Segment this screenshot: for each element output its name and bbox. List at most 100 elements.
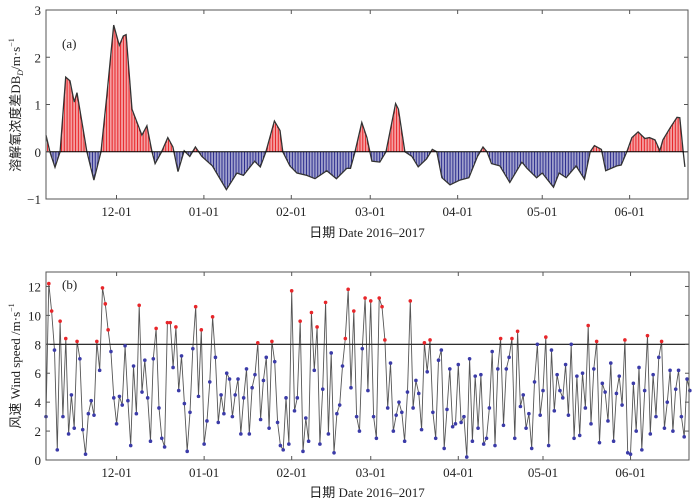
wind-point-above-threshold xyxy=(343,336,348,341)
wind-point-above-threshold xyxy=(659,339,664,344)
wind-point xyxy=(123,343,127,348)
wind-point-above-threshold xyxy=(270,339,274,344)
wind-point-above-threshold xyxy=(63,336,68,341)
wind-point xyxy=(603,390,607,394)
wind-point xyxy=(114,422,119,426)
wind-point xyxy=(196,394,201,399)
panel-a-xlabel: 日期 Date 2016–2017 xyxy=(309,225,425,240)
wind-point xyxy=(405,390,410,394)
wind-point xyxy=(349,385,353,390)
panel-a-ticks: 3 2 1 0 −1 12-01 01-01 02-01 03-01 04-01 05-01 06-0… xyxy=(27,3,688,219)
wind-point xyxy=(560,396,565,400)
y-tick-label: 12 xyxy=(28,279,41,294)
wind-point xyxy=(162,445,167,449)
wind-point xyxy=(284,396,288,400)
wind-point-above-threshold xyxy=(515,329,520,334)
wind-point xyxy=(227,377,232,381)
wind-point xyxy=(512,436,517,441)
wind-point xyxy=(267,426,271,430)
wind-point xyxy=(366,388,370,393)
wind-point xyxy=(244,367,249,371)
wind-point xyxy=(456,362,461,367)
wind-point-above-threshold xyxy=(47,281,51,286)
wind-point xyxy=(394,413,398,417)
wind-point-above-threshold xyxy=(363,296,367,300)
wind-point xyxy=(171,365,175,370)
wind-point-above-threshold xyxy=(380,304,384,309)
wind-point xyxy=(239,432,243,436)
x-tick-label: 12-01 xyxy=(101,204,131,219)
wind-point xyxy=(617,374,622,378)
wind-point xyxy=(611,439,616,444)
wind-point xyxy=(179,354,184,358)
wind-point xyxy=(318,442,322,446)
wind-point xyxy=(654,414,658,419)
wind-point xyxy=(642,388,647,393)
wind-point-above-threshold xyxy=(298,319,302,323)
wind-point xyxy=(476,426,480,430)
wind-point xyxy=(69,393,74,397)
wind-point-above-threshold xyxy=(193,304,198,309)
wind-point xyxy=(411,406,415,410)
wind-point-above-threshold xyxy=(100,286,105,290)
wind-point xyxy=(496,367,500,371)
wind-point xyxy=(250,385,254,390)
ylabel-main: 风速 Wind speed /m·s xyxy=(8,312,23,429)
wind-point xyxy=(546,443,551,448)
wind-point xyxy=(253,372,257,377)
panel-b-ylabel: 风速 Wind speed /m·s−1 xyxy=(7,303,23,428)
wind-point xyxy=(439,348,444,352)
wind-point xyxy=(92,413,96,417)
x-tick-label: 03-01 xyxy=(355,204,385,219)
wind-point-above-threshold xyxy=(49,309,54,313)
panel-b-points xyxy=(44,281,692,459)
wind-point xyxy=(120,403,125,407)
wind-point xyxy=(679,414,684,419)
wind-point xyxy=(301,449,305,454)
wind-point xyxy=(552,409,557,413)
wind-point xyxy=(332,450,336,455)
wind-point xyxy=(109,349,113,354)
wind-point xyxy=(388,361,393,365)
panel-a-curve xyxy=(45,24,686,191)
wind-point xyxy=(55,448,60,452)
wind-point xyxy=(182,401,187,406)
wind-point xyxy=(337,403,342,407)
wind-point xyxy=(281,448,286,452)
wind-point xyxy=(425,369,430,374)
wind-point-above-threshold xyxy=(103,302,108,306)
wind-point xyxy=(529,446,534,451)
wind-point xyxy=(572,436,576,441)
y-tick-label: 2 xyxy=(35,424,42,439)
wind-point xyxy=(233,393,238,397)
wind-point xyxy=(620,403,624,407)
x-tick-label: 04-01 xyxy=(442,204,472,219)
wind-point xyxy=(592,367,596,371)
wind-point xyxy=(188,410,192,415)
wind-point xyxy=(479,372,483,377)
wind-point xyxy=(682,435,686,439)
wind-point xyxy=(634,429,638,433)
wind-point xyxy=(490,349,494,354)
wind-point xyxy=(148,439,153,444)
wind-point xyxy=(445,407,449,412)
panel-b-wind-speed: 0 2 4 6 8 10 12 12-01 01-01 02-01 03-01 04-01 05-01 0… xyxy=(7,271,692,500)
wind-point-above-threshold xyxy=(168,320,173,325)
wind-point xyxy=(535,342,540,347)
wind-point xyxy=(111,396,116,400)
x-tick-label: 03-01 xyxy=(356,465,386,480)
wind-point xyxy=(580,371,585,376)
wind-point xyxy=(563,362,568,367)
wind-point xyxy=(501,423,506,428)
wind-point xyxy=(117,394,122,399)
wind-point xyxy=(374,436,379,441)
wind-point xyxy=(527,411,531,416)
wind-point xyxy=(671,429,675,433)
wind-point xyxy=(631,381,636,386)
wind-point xyxy=(216,420,221,425)
wind-point xyxy=(436,358,441,363)
wind-point xyxy=(340,364,345,368)
wind-point xyxy=(143,358,147,363)
wind-point xyxy=(159,436,164,441)
